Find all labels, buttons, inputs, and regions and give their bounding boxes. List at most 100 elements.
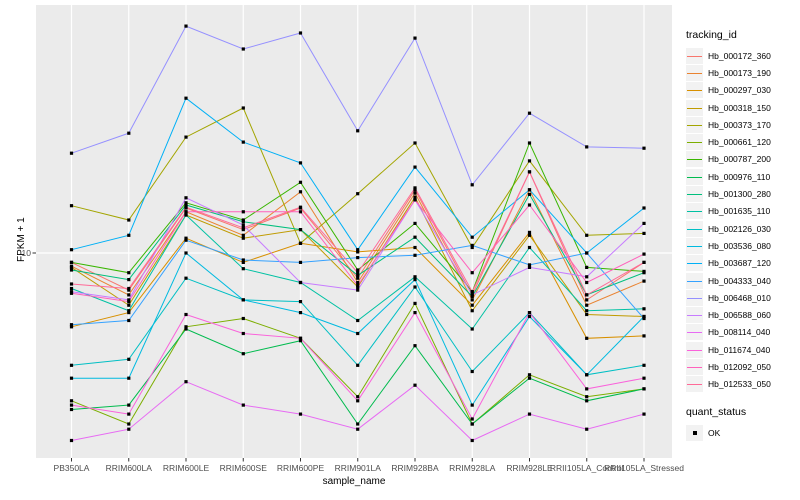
data-point — [69, 248, 74, 252]
data-point — [69, 151, 74, 155]
legend-label: Hb_012533_050 — [708, 379, 771, 390]
data-point — [527, 141, 532, 145]
legend-entry-Hb_003687_120: Hb_003687_120 — [686, 255, 798, 272]
legend-key — [686, 341, 703, 358]
data-point — [527, 233, 532, 237]
data-point — [127, 427, 131, 431]
legend-label: Hb_003687_120 — [708, 258, 771, 269]
data-point — [298, 31, 303, 35]
point-square-icon — [692, 430, 697, 435]
data-point — [298, 412, 303, 416]
data-point — [298, 339, 303, 343]
data-point — [184, 96, 188, 100]
legend-key — [686, 47, 703, 64]
data-point — [241, 106, 245, 110]
legend-line-icon — [687, 384, 702, 386]
data-point — [527, 111, 532, 115]
data-point — [241, 403, 245, 407]
data-point — [527, 311, 532, 315]
data-point — [127, 318, 131, 323]
data-point — [470, 298, 474, 302]
data-point — [527, 245, 532, 250]
data-point — [470, 438, 474, 443]
data-point — [642, 206, 646, 210]
data-point — [184, 196, 188, 200]
legend-entry-ok: OK — [686, 424, 798, 441]
data-point — [69, 291, 74, 295]
data-point — [69, 286, 74, 291]
y-axis-title: FPKM + 1 — [16, 217, 27, 262]
legend-entry-Hb_001300_280: Hb_001300_280 — [686, 185, 798, 203]
data-point — [585, 387, 589, 391]
data-point — [470, 271, 474, 275]
legend-key — [686, 99, 703, 116]
legend: tracking_id Hb_000172_360 Hb_000173_190 Hb… — [686, 29, 798, 441]
data-point — [127, 300, 131, 304]
legend-line-icon — [687, 159, 702, 161]
data-point — [356, 395, 360, 399]
data-point — [184, 210, 188, 214]
legend-key — [686, 289, 703, 306]
data-point — [413, 278, 417, 282]
data-point — [298, 205, 303, 209]
data-point — [184, 325, 188, 329]
legend-line-icon — [687, 297, 702, 299]
legend-line-icon — [687, 176, 702, 178]
legend-label: Hb_000173_190 — [708, 67, 771, 78]
data-point — [69, 260, 74, 264]
legend-entry-Hb_011674_040: Hb_011674_040 — [686, 341, 798, 358]
data-point — [585, 233, 589, 237]
data-point — [356, 422, 360, 426]
data-point — [527, 263, 532, 267]
legend-label: Hb_004333_040 — [708, 275, 771, 286]
legend-entry-Hb_000787_200: Hb_000787_200 — [686, 151, 798, 168]
data-point — [642, 363, 646, 367]
legend-label: Hb_000318_150 — [708, 102, 771, 113]
data-point — [69, 204, 74, 208]
data-point — [470, 327, 474, 331]
legend-line-icon — [687, 263, 702, 265]
legend-entry-Hb_002126_030: Hb_002126_030 — [686, 220, 798, 237]
data-point — [184, 251, 188, 255]
data-point — [527, 314, 532, 319]
data-point — [127, 286, 131, 291]
data-point — [356, 331, 360, 336]
legend-line-icon — [687, 366, 702, 368]
legend-key — [686, 151, 703, 168]
data-point — [127, 412, 131, 416]
data-point — [527, 376, 532, 380]
x-tick-label: RRIM600SE — [219, 463, 267, 473]
legend-entry-Hb_000318_150: Hb_000318_150 — [686, 99, 798, 116]
data-point — [241, 233, 245, 237]
data-point — [413, 383, 417, 387]
data-point — [413, 221, 417, 225]
data-point — [413, 275, 417, 279]
data-point — [527, 230, 532, 234]
data-point — [241, 352, 245, 356]
data-point — [413, 301, 417, 305]
data-point — [298, 161, 303, 165]
legend-line-icon — [687, 245, 702, 247]
data-point — [184, 24, 188, 28]
legend-entry-Hb_004333_040: Hb_004333_040 — [686, 272, 798, 289]
data-point — [241, 140, 245, 144]
legend-line-icon — [687, 194, 702, 196]
data-point — [585, 265, 589, 269]
data-point — [470, 403, 474, 407]
data-point — [413, 141, 417, 145]
legend-key — [686, 307, 703, 324]
legend-line-icon — [687, 211, 702, 213]
data-point — [642, 260, 646, 264]
data-point — [413, 191, 417, 195]
data-point — [585, 293, 589, 297]
legend-key — [686, 376, 703, 393]
data-point — [241, 210, 245, 214]
data-point — [527, 192, 532, 196]
x-tick-label: RRII105LA_Stressed — [604, 463, 684, 473]
legend-entry-Hb_012533_050: Hb_012533_050 — [686, 376, 798, 393]
legend-key — [686, 82, 703, 99]
data-point — [413, 198, 417, 202]
legend-key — [686, 237, 703, 254]
legend-line-icon — [687, 228, 702, 230]
